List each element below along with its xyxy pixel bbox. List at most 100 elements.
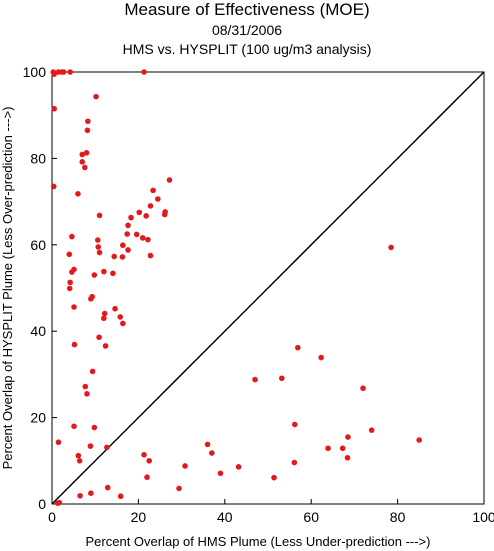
x-tick-label: 80 <box>390 509 406 525</box>
data-point <box>55 439 62 446</box>
data-point <box>204 441 211 448</box>
reference-diagonal-line <box>51 71 485 505</box>
chart-date: 08/31/2006 <box>211 22 283 38</box>
x-axis-label: Percent Overlap of HMS Plume (Less Under… <box>86 534 431 549</box>
data-point <box>83 149 90 156</box>
data-point <box>111 253 118 260</box>
data-point <box>119 254 126 260</box>
data-point <box>79 159 86 165</box>
data-point <box>84 127 91 134</box>
y-axis-label: Percent Overlap of HYSPLIT Plume (Less O… <box>0 107 15 470</box>
data-point <box>139 235 146 241</box>
data-point <box>145 236 151 243</box>
y-tick-label: 0 <box>38 496 46 512</box>
plot-frame <box>51 71 485 505</box>
data-point <box>88 296 94 302</box>
data-point <box>271 474 277 481</box>
data-point <box>147 203 154 209</box>
data-point <box>104 484 111 491</box>
data-point <box>279 375 285 382</box>
data-point <box>102 343 109 349</box>
data-point <box>95 244 102 250</box>
data-point <box>124 231 130 237</box>
y-tick-label: 40 <box>30 323 46 339</box>
data-point <box>66 251 73 258</box>
x-tick-label: 20 <box>131 509 147 525</box>
data-point <box>84 391 90 397</box>
data-point <box>155 196 161 202</box>
data-point <box>141 69 147 75</box>
data-point <box>66 285 73 292</box>
x-tick-label: 100 <box>472 509 494 525</box>
data-point <box>209 450 215 456</box>
data-point <box>117 314 124 320</box>
data-point <box>87 443 94 449</box>
data-point <box>67 279 73 286</box>
data-point <box>60 69 67 75</box>
data-point <box>79 151 86 158</box>
data-point <box>51 105 57 112</box>
data-point <box>176 485 182 492</box>
data-point <box>104 444 110 451</box>
data-point <box>56 499 63 506</box>
data-points <box>50 69 423 506</box>
data-point <box>182 463 188 469</box>
data-point <box>82 164 88 171</box>
data-point <box>252 376 258 383</box>
data-point <box>110 270 116 277</box>
data-point <box>101 310 108 317</box>
data-point <box>368 427 375 433</box>
data-point <box>94 237 101 243</box>
y-tick-label: 60 <box>30 237 46 253</box>
data-point <box>76 458 83 464</box>
x-tick-label: 40 <box>217 509 233 525</box>
data-point <box>96 212 103 219</box>
data-point <box>146 458 152 464</box>
data-point <box>125 222 131 229</box>
data-point <box>75 452 82 459</box>
data-point <box>166 177 173 183</box>
data-point <box>120 242 126 249</box>
data-point <box>147 252 154 259</box>
data-point <box>93 93 99 100</box>
x-tick-label: 60 <box>303 509 319 525</box>
data-point <box>144 474 150 481</box>
data-point <box>133 231 140 238</box>
data-point <box>291 421 298 428</box>
data-point <box>295 344 301 351</box>
data-point <box>101 315 107 322</box>
data-point <box>82 383 89 390</box>
y-tick-label: 80 <box>30 150 46 166</box>
y-tick-label: 100 <box>23 64 47 80</box>
data-point <box>88 490 94 497</box>
data-point <box>96 249 103 256</box>
data-point <box>50 183 57 190</box>
data-point <box>85 118 91 125</box>
data-point <box>120 320 126 327</box>
data-point <box>75 191 81 197</box>
data-point <box>325 445 331 452</box>
data-point <box>77 492 83 499</box>
data-point <box>71 304 77 310</box>
data-point <box>150 187 156 194</box>
data-point <box>344 454 351 461</box>
data-point <box>89 368 96 375</box>
data-point <box>217 470 224 477</box>
data-point <box>125 247 131 253</box>
data-point <box>345 434 351 440</box>
x-tick-label: 0 <box>48 509 56 525</box>
data-point <box>318 354 324 361</box>
data-point <box>388 244 394 251</box>
data-point <box>141 451 147 458</box>
data-point <box>91 272 98 278</box>
chart-title: Measure of Effectiveness (MOE) <box>124 0 370 19</box>
data-point <box>416 437 423 443</box>
data-point <box>136 209 143 216</box>
data-point <box>69 269 75 275</box>
data-point <box>71 341 78 348</box>
data-point <box>291 459 298 466</box>
axis-ticks: 0 20 40 60 80 100 0 20 40 60 80 100 <box>23 64 494 525</box>
data-point <box>67 69 73 75</box>
data-point <box>339 445 346 452</box>
